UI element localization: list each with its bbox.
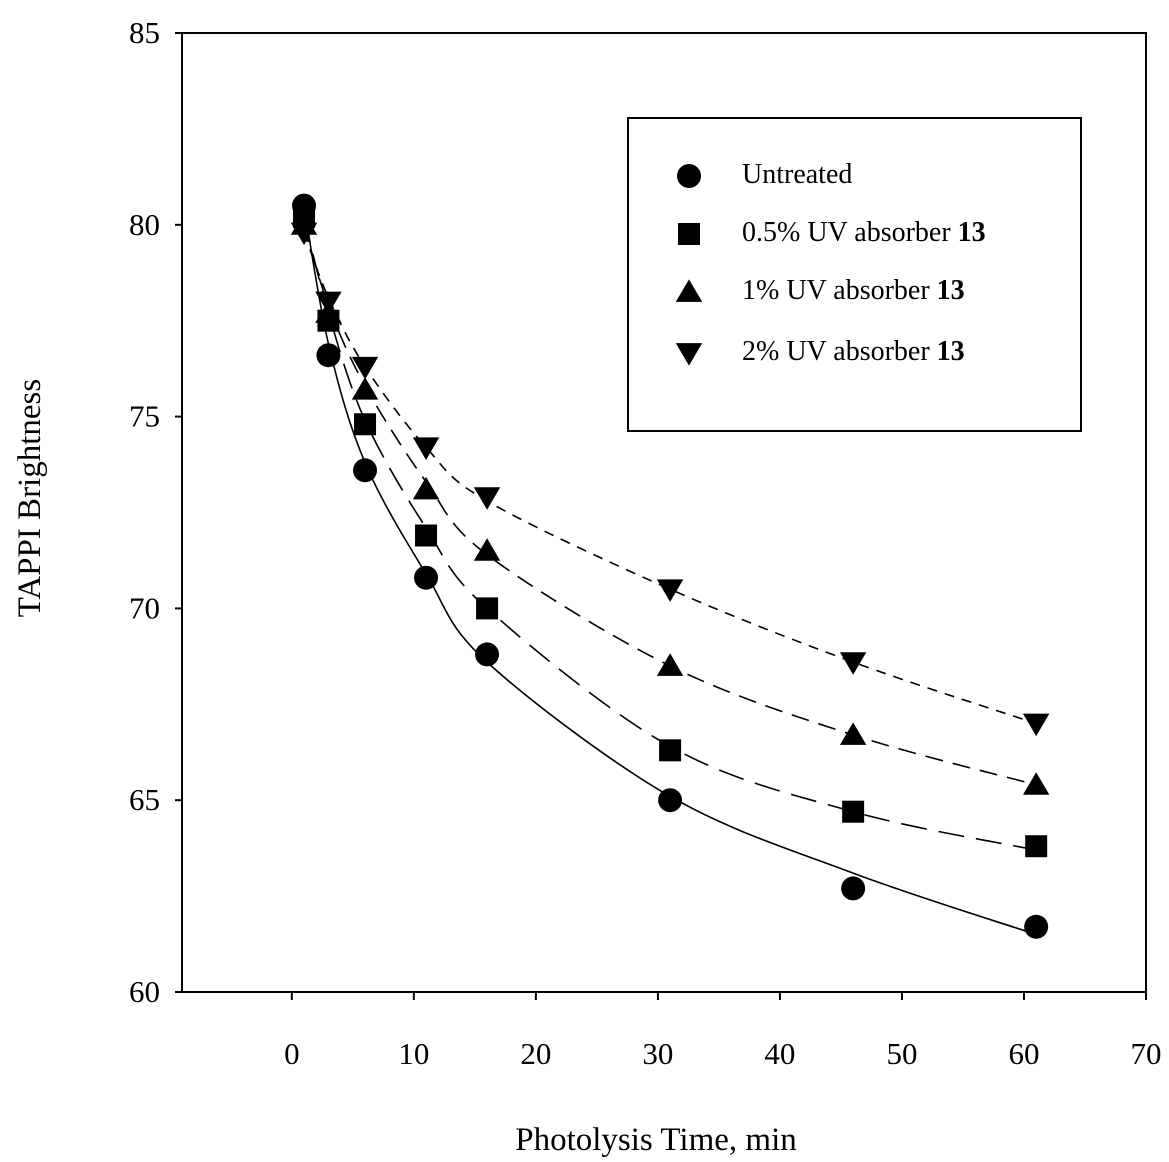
legend-label-0: Untreated <box>742 159 852 190</box>
y-tick-label: 60 <box>129 974 160 1009</box>
data-point-series-0 <box>414 565 439 590</box>
legend-label-text: 0.5% UV absorber <box>742 217 958 248</box>
data-point-series-0 <box>841 876 866 901</box>
legend-label-compound: 13 <box>937 336 965 367</box>
x-tick-label: 0 <box>284 1036 300 1071</box>
y-axis: 60 65 70 75 80 85 <box>129 15 182 1009</box>
legend-label-text: Untreated <box>742 159 852 190</box>
x-tick-label: 50 <box>886 1036 917 1071</box>
y-tick-label: 65 <box>129 782 160 817</box>
legend-marker-1 <box>678 223 700 245</box>
data-point-series-1 <box>1025 835 1048 858</box>
data-point-series-2 <box>412 476 440 500</box>
legend-label-text: 2% UV absorber <box>742 336 937 367</box>
legend-marker-2 <box>675 279 703 302</box>
x-tick-label: 20 <box>520 1036 551 1071</box>
legend-box <box>627 117 1082 432</box>
data-point-series-2 <box>656 653 684 676</box>
legend-label-text: 1% UV absorber <box>742 275 937 306</box>
legend-marker-0 <box>677 164 701 188</box>
data-point-series-1 <box>659 739 682 762</box>
data-point-series-1 <box>354 413 377 436</box>
legend-label-compound: 13 <box>958 217 986 248</box>
data-point-series-1 <box>415 524 438 547</box>
x-tick-label: 60 <box>1008 1036 1039 1071</box>
legend-label-compound: 13 <box>937 275 965 306</box>
data-point-series-3 <box>290 222 318 246</box>
y-tick-label: 75 <box>129 399 160 434</box>
legend-label-1: 0.5% UV absorber 13 <box>742 217 986 248</box>
y-tick-label: 85 <box>129 15 160 50</box>
data-point-series-2 <box>1022 772 1050 795</box>
data-point-series-3 <box>412 437 440 460</box>
x-tick-label: 30 <box>642 1036 673 1071</box>
x-axis-title: Photolysis Time, min <box>515 1122 797 1158</box>
y-axis-title: TAPPI Brightness <box>12 379 48 617</box>
data-point-series-0 <box>353 458 378 483</box>
data-point-series-0 <box>1024 914 1049 939</box>
data-point-series-3 <box>315 291 342 315</box>
x-tick-label: 70 <box>1131 1036 1162 1071</box>
plot-frame <box>181 32 1147 993</box>
legend-marker-3 <box>675 343 703 366</box>
data-point-series-0 <box>316 343 341 368</box>
x-tick-label: 10 <box>398 1036 429 1071</box>
data-point-series-3 <box>656 579 684 602</box>
legend-label-2: 1% UV absorber 13 <box>742 275 965 306</box>
data-point-series-0 <box>658 788 683 813</box>
y-tick-label: 70 <box>129 590 160 625</box>
data-point-series-2 <box>473 538 501 561</box>
data-point-series-3 <box>839 652 867 675</box>
data-point-series-2 <box>351 377 379 400</box>
data-point-series-1 <box>476 597 499 620</box>
data-point-series-2 <box>839 722 867 745</box>
x-tick-label: 40 <box>764 1036 795 1071</box>
data-point-series-1 <box>842 800 865 823</box>
data-markers <box>290 193 1050 939</box>
x-axis: 0 10 20 30 40 50 60 70 <box>284 992 1162 1071</box>
data-point-series-3 <box>1022 713 1050 737</box>
data-point-series-3 <box>473 487 501 510</box>
data-point-series-3 <box>351 356 379 380</box>
legend-label-3: 2% UV absorber 13 <box>742 336 965 367</box>
data-point-series-0 <box>475 642 500 667</box>
y-tick-label: 80 <box>129 207 160 242</box>
